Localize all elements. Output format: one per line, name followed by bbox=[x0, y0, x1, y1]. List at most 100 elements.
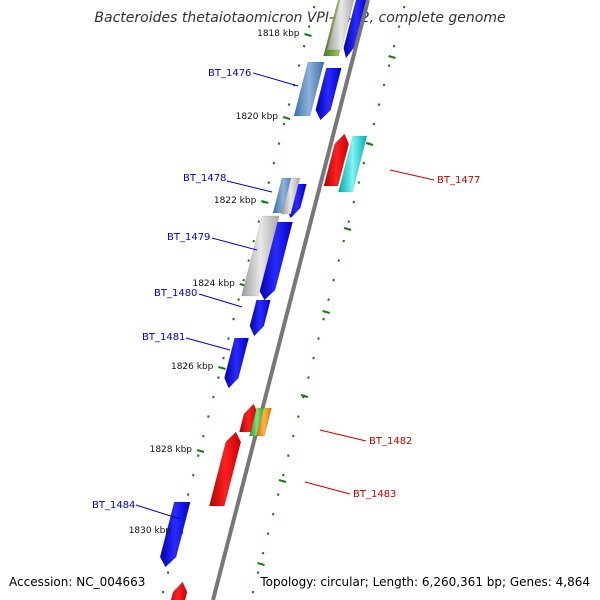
scale-label: 1822 kbp bbox=[214, 196, 257, 206]
scale-labels: 1818 kbp 1820 kbp 1822 kbp 1824 kbp 1826 kbp… bbox=[129, 29, 300, 536]
tick-dot bbox=[382, 83, 386, 87]
major-tick bbox=[196, 449, 205, 453]
tick-dot bbox=[257, 220, 261, 223]
tick-dot bbox=[392, 44, 396, 48]
scale-label: 1820 kbp bbox=[236, 112, 279, 122]
tick-dot bbox=[402, 5, 406, 9]
tick-dot bbox=[337, 259, 340, 262]
tick-dot bbox=[312, 5, 316, 9]
tick-dot bbox=[297, 64, 301, 67]
label-leader-line bbox=[211, 237, 258, 251]
tick-dot bbox=[282, 122, 286, 126]
tick-dot bbox=[222, 356, 225, 360]
tick-dot bbox=[266, 532, 270, 535]
tick-dot bbox=[227, 337, 230, 340]
tick-dot bbox=[317, 337, 320, 340]
tick-dot bbox=[281, 473, 285, 477]
label-leader-line bbox=[135, 504, 181, 520]
tick-dot bbox=[327, 298, 330, 301]
scale-ticks bbox=[161, 5, 406, 594]
tick-dot bbox=[307, 25, 311, 28]
major-tick bbox=[343, 227, 352, 231]
major-tick bbox=[365, 142, 374, 146]
major-tick bbox=[282, 116, 291, 120]
tick-dot bbox=[357, 181, 361, 184]
major-tick bbox=[322, 310, 330, 314]
major-tick bbox=[261, 200, 269, 204]
tick-dot bbox=[312, 356, 315, 360]
tick-dot bbox=[397, 25, 401, 28]
tick-dot bbox=[191, 473, 195, 477]
major-tick bbox=[218, 366, 226, 370]
tick-dot bbox=[322, 317, 325, 321]
label-leader-line bbox=[185, 337, 231, 351]
tick-dot bbox=[276, 493, 280, 496]
tick-dot bbox=[372, 122, 376, 126]
tick-dot bbox=[332, 278, 335, 282]
tick-dot bbox=[247, 259, 250, 262]
gene-label[interactable]: BT_1479 bbox=[167, 232, 210, 243]
label-leader-line bbox=[389, 169, 435, 181]
scale-label: 1824 kbp bbox=[192, 279, 235, 289]
gene-feature bbox=[256, 407, 272, 437]
gene-bt-1484 bbox=[159, 501, 191, 568]
gene-feature bbox=[170, 581, 188, 600]
topology-text: Topology: circular; Length: 6,260,361 bp… bbox=[260, 575, 590, 589]
gene-label[interactable]: BT_1481 bbox=[142, 332, 185, 343]
tick-dot bbox=[292, 434, 295, 438]
tick-dot bbox=[251, 590, 255, 594]
gene-label[interactable]: BT_1483 bbox=[353, 489, 396, 500]
tick-dot bbox=[347, 220, 351, 223]
tick-dot bbox=[237, 298, 240, 301]
tick-dot bbox=[297, 415, 300, 418]
gene-label[interactable]: BT_1484 bbox=[92, 500, 135, 511]
tick-dot bbox=[362, 161, 366, 165]
gene-feature bbox=[326, 0, 355, 51]
scale-label: 1828 kbp bbox=[150, 445, 193, 455]
gene-label[interactable]: BT_1476 bbox=[208, 68, 251, 79]
tick-dot bbox=[252, 239, 255, 243]
tick-dot bbox=[272, 161, 276, 165]
scale-label: 1830 kbp bbox=[129, 526, 172, 536]
gene-features bbox=[159, 0, 368, 600]
tick-dot bbox=[277, 142, 281, 145]
label-leader-line bbox=[252, 72, 299, 87]
gene-bt-1476 bbox=[315, 67, 342, 121]
gene-bt-1477 bbox=[323, 133, 350, 187]
tick-dot bbox=[377, 103, 381, 106]
gene-bt-1480 bbox=[249, 299, 271, 337]
tick-dot bbox=[307, 376, 310, 379]
accession-text: Accession: NC_004663 bbox=[9, 575, 146, 589]
tick-dot bbox=[202, 434, 205, 438]
label-leader-line bbox=[319, 429, 367, 442]
tick-dot bbox=[287, 103, 291, 106]
tick-dot bbox=[242, 278, 245, 282]
tick-dot bbox=[267, 181, 271, 184]
gene-label[interactable]: BT_1480 bbox=[154, 288, 197, 299]
major-tick bbox=[278, 479, 287, 483]
gene-feature bbox=[343, 0, 367, 59]
major-tick bbox=[300, 394, 309, 398]
major-tick bbox=[257, 562, 265, 566]
gene-label[interactable]: BT_1477 bbox=[437, 175, 480, 186]
gene-label[interactable]: BT_1482 bbox=[369, 436, 412, 447]
genome-backbone bbox=[211, 0, 370, 600]
tick-dot bbox=[352, 200, 356, 204]
label-leader-line bbox=[198, 293, 243, 308]
scale-label: 1818 kbp bbox=[257, 29, 300, 39]
tick-dot bbox=[342, 239, 345, 243]
tick-dot bbox=[387, 64, 391, 67]
tick-dot bbox=[232, 317, 235, 321]
gene-feature bbox=[241, 215, 280, 297]
tick-dot bbox=[212, 395, 215, 399]
gene-bt-1483 bbox=[208, 431, 242, 507]
tick-dot bbox=[166, 571, 170, 574]
tick-dot bbox=[197, 454, 200, 457]
tick-dot bbox=[161, 590, 165, 594]
tick-dot bbox=[287, 454, 290, 457]
gene-labels: BT_1476 BT_1477 BT_1478 BT_1479 BT_1480 BT_14… bbox=[92, 68, 480, 511]
gene-bt-1481 bbox=[224, 337, 250, 389]
gene-label[interactable]: BT_1478 bbox=[183, 173, 226, 184]
